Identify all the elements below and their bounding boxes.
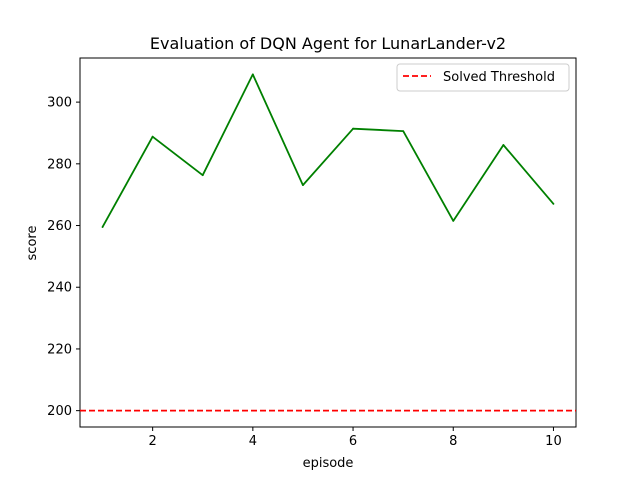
legend: Solved Threshold (396, 63, 570, 92)
data-point (352, 127, 354, 130)
x-tick-label: 8 (449, 434, 457, 449)
data-point (402, 130, 405, 133)
legend-box (396, 63, 570, 92)
x-axis-label: episode (303, 456, 354, 471)
data-point (302, 184, 304, 187)
y-tick-label: 300 (47, 96, 72, 111)
y-tick-label: 200 (47, 404, 72, 419)
x-axis-ticks: 2 4 6 8 10 (149, 427, 562, 449)
data-point (151, 135, 154, 138)
data-point (251, 73, 254, 76)
x-tick-label: 4 (249, 434, 257, 449)
data-point (452, 220, 455, 222)
data-point (502, 144, 505, 146)
y-tick-label: 220 (47, 342, 72, 357)
y-tick-label: 260 (47, 219, 72, 234)
data-point (201, 174, 204, 177)
series-layer (101, 73, 555, 228)
plot-frame (79, 57, 577, 428)
x-tick-label: 10 (545, 434, 562, 449)
y-tick-label: 240 (47, 281, 72, 296)
plot-area: 2 4 6 8 10 200 220 240 260 280 300 (47, 57, 577, 449)
y-axis-ticks: 200 220 240 260 280 300 (47, 96, 80, 419)
x-tick-label: 6 (349, 434, 357, 449)
data-point (101, 226, 104, 228)
y-axis-label: score (25, 226, 40, 261)
chart-title: Evaluation of DQN Agent for LunarLander-… (150, 34, 506, 53)
legend-label-solved-threshold: Solved Threshold (443, 70, 555, 85)
y-tick-label: 280 (47, 157, 72, 172)
series-line (101, 73, 555, 228)
data-point (552, 203, 555, 205)
x-tick-label: 2 (149, 434, 157, 449)
